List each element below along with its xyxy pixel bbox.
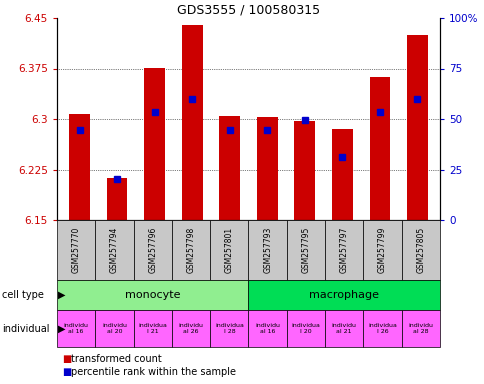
Text: GSM257801: GSM257801 [225, 227, 233, 273]
Text: GSM257794: GSM257794 [110, 227, 119, 273]
Text: ■: ■ [62, 367, 71, 377]
Bar [144, 68, 165, 220]
Bar [332, 129, 352, 220]
Bar [406, 35, 427, 220]
Text: individual: individual [2, 323, 50, 333]
Bar [69, 114, 90, 220]
Text: individua
l 28: individua l 28 [214, 323, 243, 334]
Text: macrophage: macrophage [309, 290, 378, 300]
Bar [369, 77, 390, 220]
Text: individua
l 21: individua l 21 [138, 323, 167, 334]
Text: transformed count: transformed count [71, 354, 162, 364]
Text: individua
l 26: individua l 26 [367, 323, 396, 334]
Text: ▶: ▶ [58, 323, 65, 333]
Bar [294, 121, 315, 220]
Text: GSM257799: GSM257799 [377, 227, 386, 273]
Text: GSM257796: GSM257796 [148, 227, 157, 273]
Text: individu
al 21: individu al 21 [331, 323, 356, 334]
Text: individu
al 28: individu al 28 [408, 323, 433, 334]
Title: GDS3555 / 100580315: GDS3555 / 100580315 [177, 4, 319, 17]
Text: individu
al 16: individu al 16 [255, 323, 280, 334]
Text: individu
al 20: individu al 20 [102, 323, 127, 334]
Text: cell type: cell type [2, 290, 44, 300]
Text: GSM257805: GSM257805 [415, 227, 424, 273]
Bar [182, 25, 202, 220]
Text: ■: ■ [62, 354, 71, 364]
Text: individu
al 16: individu al 16 [63, 323, 89, 334]
Text: GSM257798: GSM257798 [186, 227, 195, 273]
Text: monocyte: monocyte [125, 290, 180, 300]
Text: individu
al 26: individu al 26 [178, 323, 203, 334]
Text: GSM257793: GSM257793 [263, 227, 272, 273]
Text: GSM257797: GSM257797 [339, 227, 348, 273]
Text: individua
l 20: individua l 20 [291, 323, 320, 334]
Bar [257, 117, 277, 220]
Bar [106, 177, 127, 220]
Bar [219, 116, 240, 220]
Text: percentile rank within the sample: percentile rank within the sample [71, 367, 236, 377]
Text: GSM257770: GSM257770 [72, 227, 80, 273]
Text: ▶: ▶ [58, 290, 65, 300]
Text: GSM257795: GSM257795 [301, 227, 310, 273]
